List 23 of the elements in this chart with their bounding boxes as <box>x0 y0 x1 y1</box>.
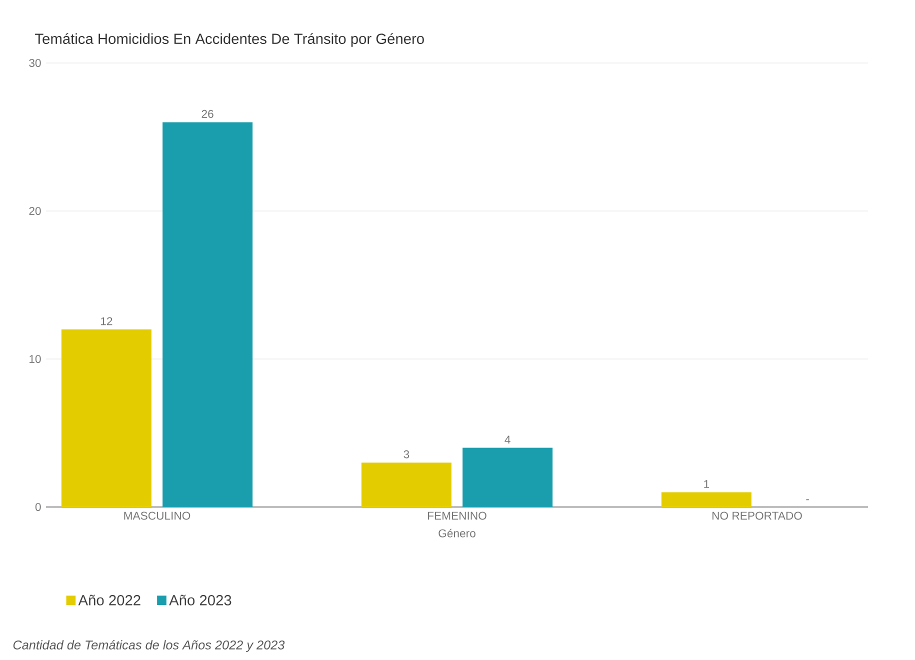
bar <box>61 329 152 507</box>
data-label: 12 <box>101 317 112 326</box>
x-axis-title: Género <box>438 528 476 538</box>
x-tick-label: NO REPORTADO <box>712 512 802 520</box>
text: - <box>806 499 809 500</box>
legend-label: Año 2023 <box>169 594 232 606</box>
bar <box>361 462 452 507</box>
y-tick-label: 10 <box>30 354 41 363</box>
y-tick-label: 30 <box>29 58 41 67</box>
chart-title: Temática Homicidios En Accidentes De Tránsito por Género <box>35 33 424 47</box>
x-tick-label: FEMENINO <box>428 512 486 520</box>
data-label: 4 <box>504 436 510 444</box>
bar <box>661 492 752 507</box>
data-label: 26 <box>202 110 214 118</box>
y-tick-label: 0 <box>35 502 41 511</box>
legend-label: Año 2022 <box>78 594 140 606</box>
data-label: 1 <box>704 480 710 488</box>
x-tick-label: MASCULINO <box>124 512 190 520</box>
data-label: 3 <box>404 450 410 458</box>
bar <box>462 448 553 507</box>
bar <box>162 122 253 507</box>
y-tick-label: 20 <box>29 206 41 215</box>
text: Cantidad de Temáticas de los Años 2022 y 2023 <box>13 640 285 652</box>
